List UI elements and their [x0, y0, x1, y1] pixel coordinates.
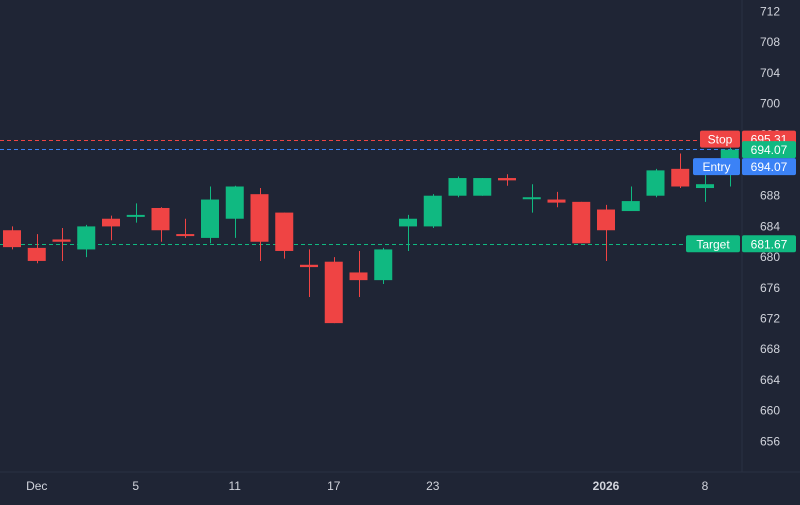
y-tick-label: 688	[760, 189, 780, 203]
y-tick-label: 704	[760, 66, 780, 80]
x-tick-label: 11	[229, 479, 242, 493]
y-tick-label: 664	[760, 373, 780, 387]
candle-body	[473, 178, 492, 196]
price-tag	[742, 235, 796, 253]
x-tick-label: 23	[426, 479, 440, 493]
candle-body	[250, 194, 269, 242]
level-name-label: Target	[696, 237, 730, 251]
candle-body	[696, 184, 714, 189]
level-name-tag	[700, 130, 740, 148]
candle-body	[399, 218, 417, 227]
candle-body	[275, 212, 294, 251]
level-name-tag	[693, 158, 740, 176]
candle-body	[374, 249, 393, 281]
candle-body	[77, 226, 96, 250]
y-tick-label: 712	[760, 5, 780, 19]
candle-body	[646, 170, 665, 196]
y-tick-label: 656	[760, 434, 780, 448]
candle-body	[151, 207, 170, 231]
x-tick-label: 17	[327, 479, 341, 493]
price-tag-value: 694.07	[751, 160, 788, 174]
x-tick-label: 2026	[593, 479, 620, 493]
candle-body	[126, 214, 145, 217]
candle-body	[522, 197, 541, 200]
y-tick-label: 700	[760, 97, 780, 111]
candle-body	[201, 199, 219, 238]
candle-body	[621, 201, 640, 212]
x-tick-label: 8	[702, 479, 709, 493]
price-tag-value: 681.67	[751, 237, 788, 251]
candle-body	[349, 272, 368, 281]
candle-body	[597, 209, 615, 231]
candle-body	[300, 264, 318, 268]
x-tick-label: 5	[132, 479, 139, 493]
level-name-tag	[686, 235, 740, 253]
x-tick-label: Dec	[26, 479, 47, 493]
y-tick-label: 676	[760, 281, 780, 295]
candle-body	[176, 234, 195, 237]
candle-body	[547, 199, 566, 203]
candle-body	[27, 247, 46, 261]
y-tick-label: 660	[760, 404, 780, 418]
price-tag	[742, 158, 796, 176]
level-name-label: Stop	[708, 133, 733, 147]
price-tag	[742, 141, 796, 159]
candle-body	[671, 168, 690, 187]
level-name-label: Entry	[702, 160, 730, 174]
candle-body	[52, 239, 71, 242]
candle-body	[225, 186, 244, 219]
price-tag-value: 694.07	[751, 143, 788, 157]
candle-body	[498, 178, 516, 181]
candle-body	[448, 178, 467, 196]
y-tick-label: 680	[760, 250, 780, 264]
y-tick-label: 668	[760, 342, 780, 356]
candle-body	[572, 201, 591, 244]
candle-body	[102, 218, 120, 227]
y-tick-label: 672	[760, 312, 780, 326]
candle-body	[423, 195, 442, 227]
y-tick-label: 708	[760, 35, 780, 49]
candle-body	[3, 230, 21, 248]
candle-body	[324, 261, 343, 324]
y-tick-label: 684	[760, 219, 780, 233]
